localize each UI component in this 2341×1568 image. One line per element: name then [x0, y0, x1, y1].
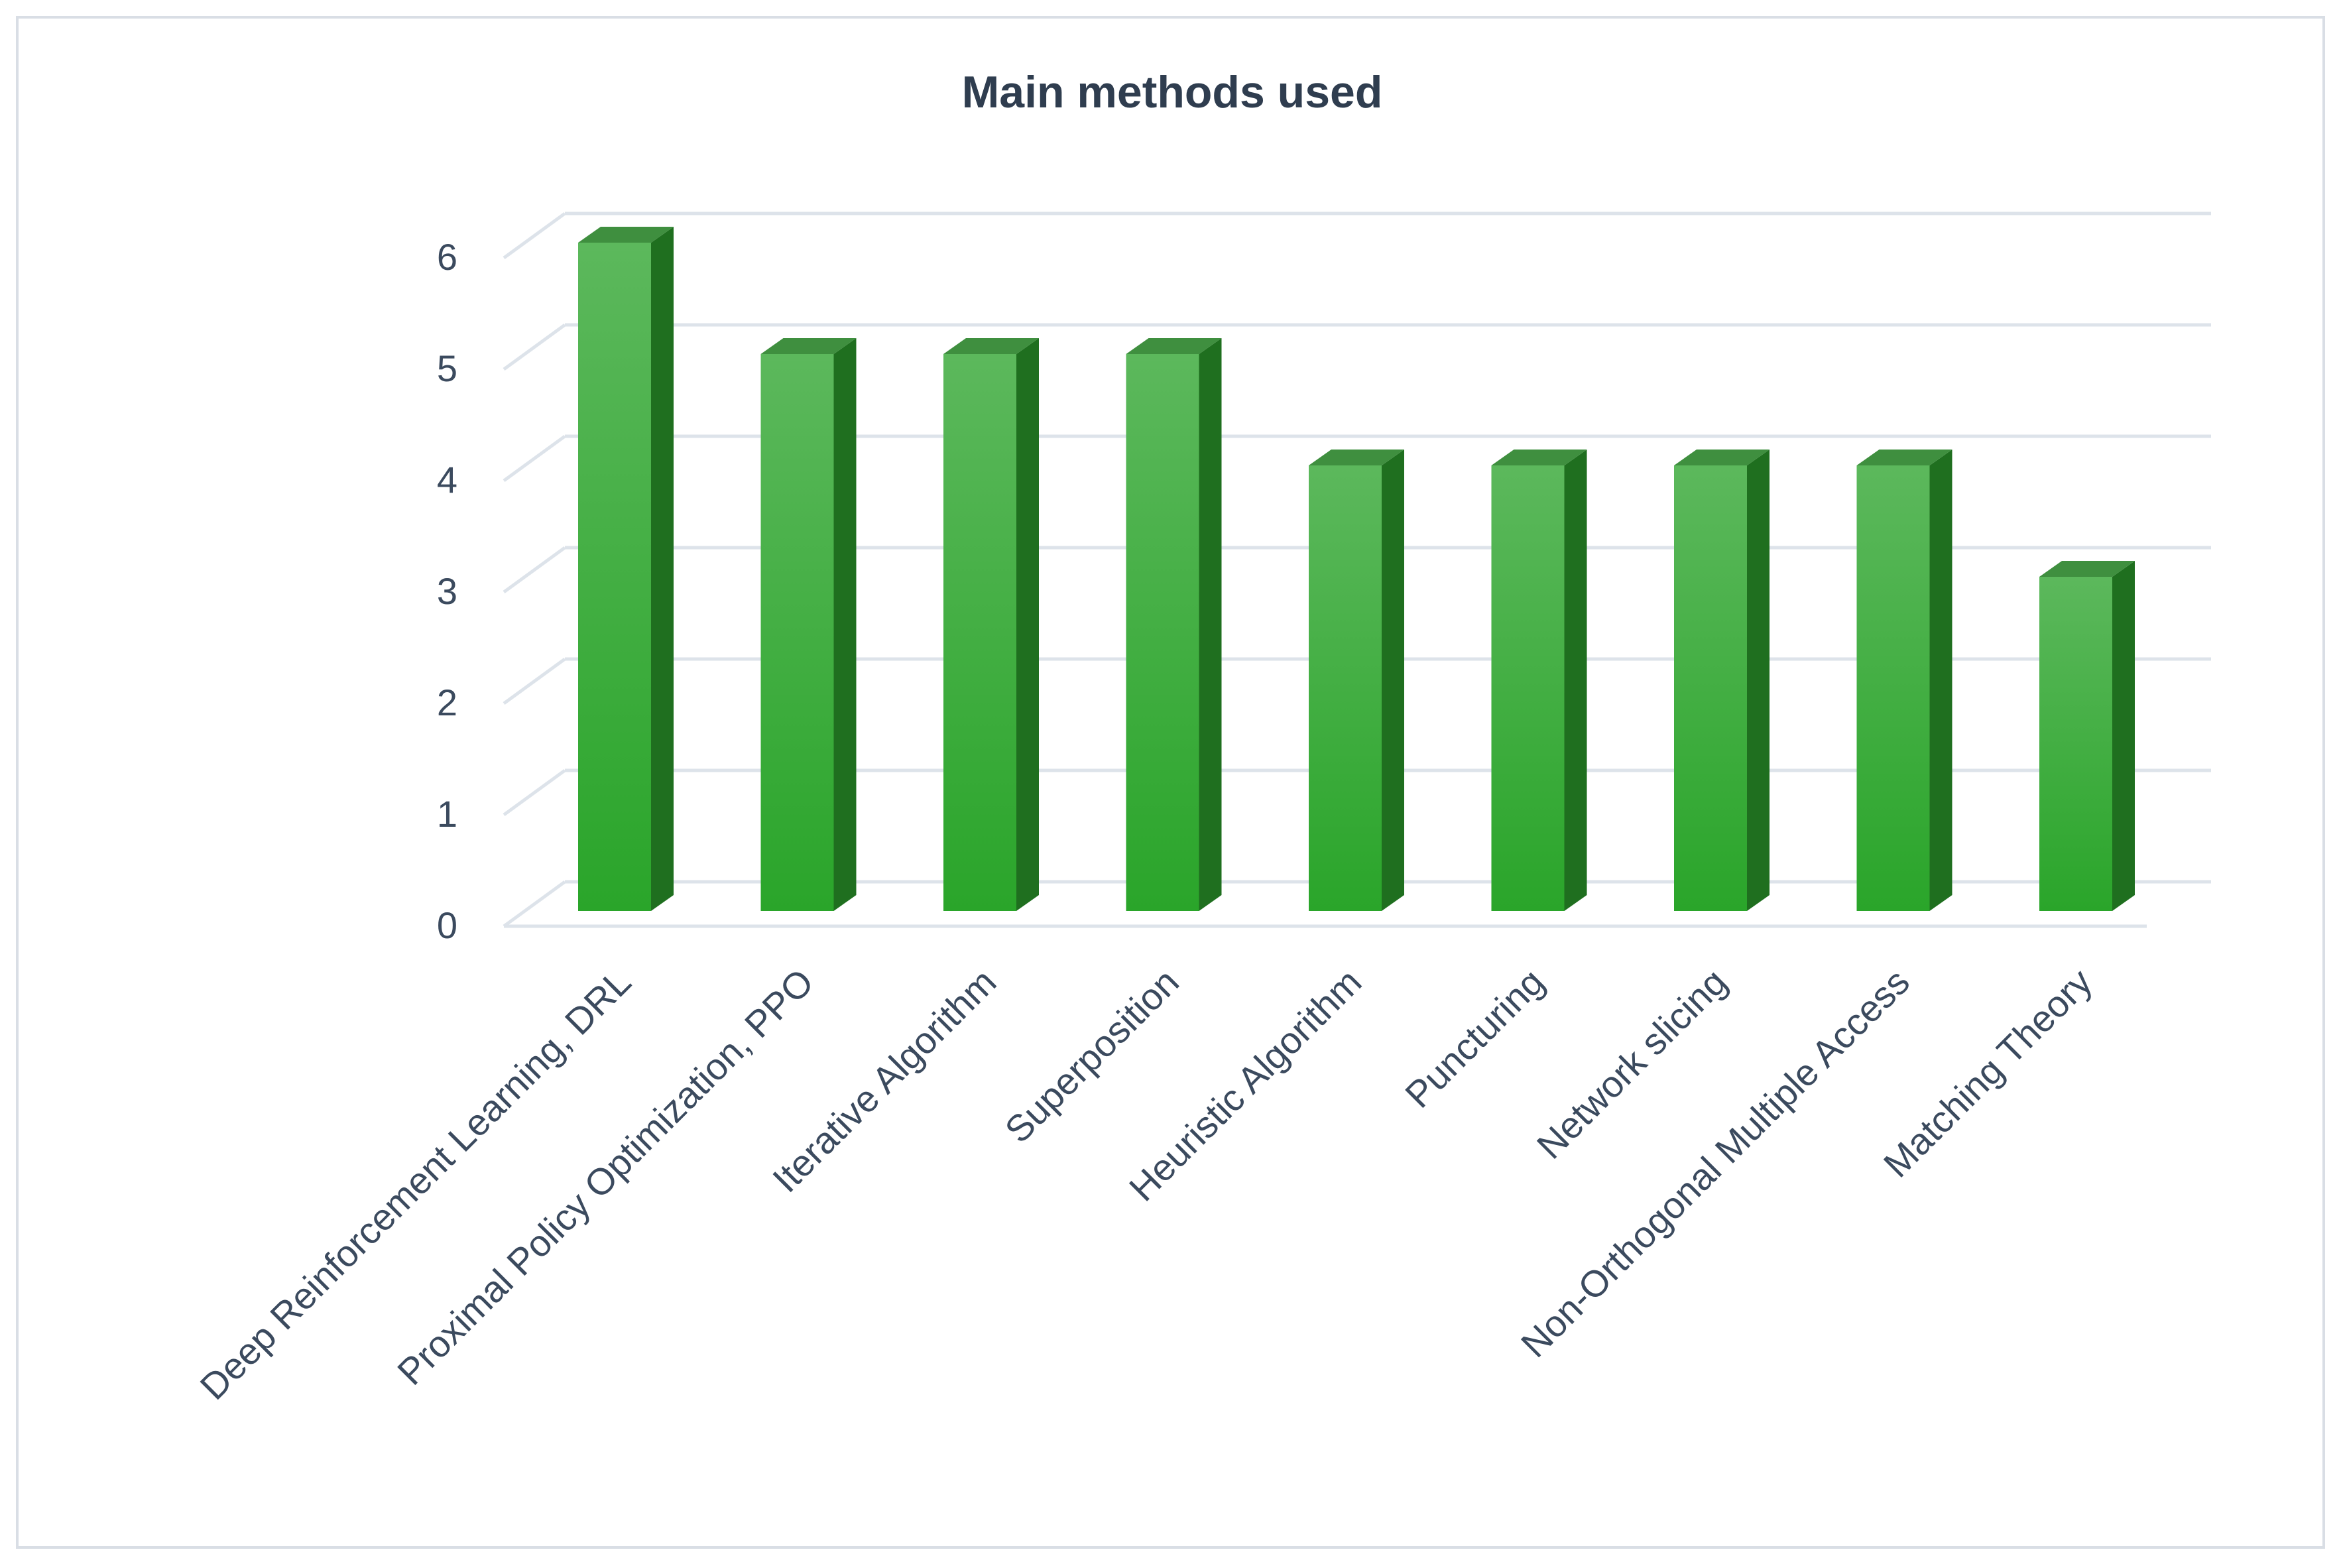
- bar: [1856, 450, 1952, 911]
- bar: [760, 338, 857, 911]
- bar-top: [760, 338, 857, 354]
- y-axis-ticks: 0 1 2 3 4 5 6: [437, 236, 457, 946]
- gridline-wall: [503, 657, 566, 705]
- y-tick-label: 2: [437, 682, 457, 723]
- bar: [1674, 450, 1770, 911]
- bar-side: [2112, 561, 2135, 911]
- bar: [578, 227, 674, 911]
- bar-side: [1564, 450, 1587, 911]
- bar-top: [1491, 450, 1587, 465]
- bar: [2039, 561, 2135, 911]
- y-tick-label: 5: [437, 347, 457, 389]
- y-tick-label: 0: [437, 904, 457, 946]
- bar-top: [1674, 450, 1770, 465]
- bar: [1126, 338, 1222, 911]
- bar: [1491, 450, 1587, 911]
- bar-front: [1126, 354, 1199, 911]
- bar-top: [2039, 561, 2135, 577]
- bar-side: [1199, 338, 1222, 911]
- bar: [943, 338, 1039, 911]
- bar-side: [1382, 450, 1404, 911]
- bar-front: [760, 354, 834, 911]
- gridline-wall: [503, 323, 566, 371]
- bar-front: [1856, 465, 1930, 911]
- gridline-wall: [503, 768, 566, 817]
- y-tick-label: 4: [437, 459, 457, 501]
- bars: [578, 227, 2135, 911]
- gridline-wall: [503, 880, 566, 928]
- bar-side: [1016, 338, 1039, 911]
- chart-title: Main methods used: [962, 67, 1383, 117]
- bar-front: [1674, 465, 1747, 911]
- bar-side: [1747, 450, 1770, 911]
- gridline-wall: [503, 546, 566, 594]
- bar-front: [2039, 577, 2112, 911]
- y-tick-label: 6: [437, 236, 457, 278]
- gridline-wall: [503, 434, 566, 483]
- gridline-wall: [503, 211, 566, 260]
- bar-side: [1929, 450, 1952, 911]
- bar-top: [1309, 450, 1404, 465]
- bar-top: [578, 227, 674, 243]
- y-tick-label: 1: [437, 793, 457, 835]
- bar-front: [943, 354, 1016, 911]
- bar-front: [578, 243, 651, 911]
- bar-front: [1309, 465, 1382, 911]
- bar-top: [943, 338, 1039, 354]
- bar: [1309, 450, 1404, 911]
- bar-top: [1126, 338, 1222, 354]
- bar-side: [833, 338, 857, 911]
- bar-side: [651, 227, 674, 911]
- bar-top: [1856, 450, 1952, 465]
- y-tick-label: 3: [437, 570, 457, 612]
- bar-front: [1491, 465, 1565, 911]
